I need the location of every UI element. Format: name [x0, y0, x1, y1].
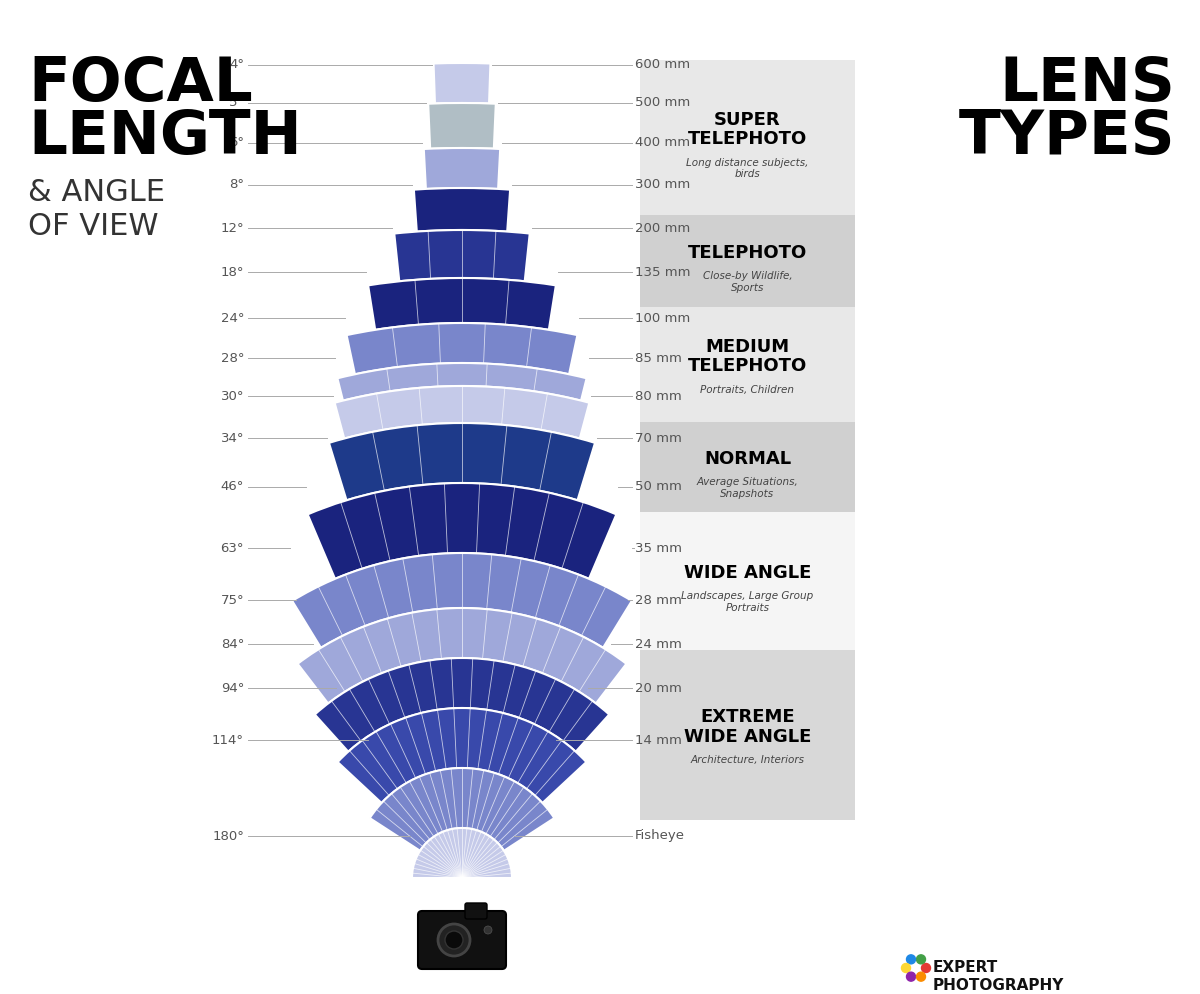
Bar	[640, 215, 854, 307]
Text: 24 mm: 24 mm	[635, 637, 682, 650]
Wedge shape	[307, 483, 617, 579]
Circle shape	[484, 926, 492, 934]
Text: 14 mm: 14 mm	[635, 734, 682, 746]
Text: SUPER
TELEPHOTO: SUPER TELEPHOTO	[688, 110, 808, 148]
Text: 600 mm: 600 mm	[635, 59, 690, 72]
Wedge shape	[292, 553, 632, 648]
Circle shape	[906, 972, 916, 981]
Text: Architecture, Interiors: Architecture, Interiors	[690, 755, 804, 765]
Text: LENGTH: LENGTH	[28, 108, 301, 167]
FancyBboxPatch shape	[466, 903, 487, 919]
Wedge shape	[298, 608, 626, 704]
Circle shape	[906, 955, 916, 964]
Wedge shape	[337, 708, 587, 803]
Text: 100 mm: 100 mm	[635, 311, 690, 324]
Wedge shape	[433, 63, 491, 103]
Text: 34°: 34°	[221, 431, 244, 444]
Text: 30°: 30°	[221, 390, 244, 403]
Text: 5°: 5°	[229, 96, 244, 109]
Text: TELEPHOTO: TELEPHOTO	[688, 244, 808, 262]
Wedge shape	[395, 230, 529, 281]
Text: 400 mm: 400 mm	[635, 136, 690, 149]
Text: Average Situations,
Snapshots: Average Situations, Snapshots	[697, 477, 798, 499]
Text: 180°: 180°	[212, 830, 244, 843]
Text: 4°: 4°	[229, 59, 244, 72]
Wedge shape	[347, 323, 577, 375]
Bar	[640, 422, 854, 512]
Text: EXPERT: EXPERT	[934, 960, 998, 975]
Text: 63°: 63°	[221, 542, 244, 555]
Text: 6°: 6°	[229, 136, 244, 149]
Wedge shape	[414, 188, 510, 232]
Wedge shape	[428, 103, 496, 149]
Text: TYPES: TYPES	[959, 108, 1175, 167]
Text: 18°: 18°	[221, 265, 244, 278]
Wedge shape	[368, 278, 556, 330]
Text: 20 mm: 20 mm	[635, 682, 682, 695]
Text: 84°: 84°	[221, 637, 244, 650]
Text: 75°: 75°	[221, 593, 244, 606]
Text: 28 mm: 28 mm	[635, 593, 682, 606]
Text: 12°: 12°	[221, 222, 244, 235]
Text: 24°: 24°	[221, 311, 244, 324]
Text: PHOTOGRAPHY: PHOTOGRAPHY	[934, 978, 1064, 993]
Bar	[640, 512, 854, 650]
Text: 80 mm: 80 mm	[635, 390, 682, 403]
Text: 35 mm: 35 mm	[635, 542, 682, 555]
Text: 46°: 46°	[221, 480, 244, 493]
Text: NORMAL: NORMAL	[704, 450, 791, 468]
Text: 8°: 8°	[229, 179, 244, 192]
Text: 200 mm: 200 mm	[635, 222, 690, 235]
Text: LENS: LENS	[1000, 55, 1175, 114]
Text: 135 mm: 135 mm	[635, 265, 690, 278]
Text: 50 mm: 50 mm	[635, 480, 682, 493]
Circle shape	[917, 972, 925, 981]
Bar	[640, 307, 854, 422]
Circle shape	[917, 955, 925, 964]
Text: OF VIEW: OF VIEW	[28, 212, 158, 241]
Wedge shape	[329, 423, 595, 500]
Text: Long distance subjects,
birds: Long distance subjects, birds	[686, 157, 809, 179]
Text: Portraits, Children: Portraits, Children	[701, 385, 794, 395]
Bar	[640, 60, 854, 215]
Wedge shape	[424, 148, 500, 189]
Text: 500 mm: 500 mm	[635, 96, 690, 109]
Text: EXTREME
WIDE ANGLE: EXTREME WIDE ANGLE	[684, 709, 811, 746]
Wedge shape	[337, 363, 587, 401]
Text: Fisheye: Fisheye	[635, 830, 685, 843]
Wedge shape	[412, 828, 512, 878]
Circle shape	[922, 963, 930, 972]
Bar	[640, 650, 854, 820]
Text: Landscapes, Large Group
Portraits: Landscapes, Large Group Portraits	[682, 591, 814, 612]
Text: 28°: 28°	[221, 352, 244, 365]
Text: 85 mm: 85 mm	[635, 352, 682, 365]
Text: 114°: 114°	[212, 734, 244, 746]
Text: Close-by Wildlife,
Sports: Close-by Wildlife, Sports	[703, 271, 792, 292]
Text: 94°: 94°	[221, 682, 244, 695]
Text: 70 mm: 70 mm	[635, 431, 682, 444]
FancyBboxPatch shape	[418, 911, 506, 969]
Text: & ANGLE: & ANGLE	[28, 178, 166, 207]
Circle shape	[445, 931, 463, 949]
Text: MEDIUM
TELEPHOTO: MEDIUM TELEPHOTO	[688, 338, 808, 375]
Text: FOCAL: FOCAL	[28, 55, 253, 114]
Circle shape	[901, 963, 911, 972]
Text: WIDE ANGLE: WIDE ANGLE	[684, 564, 811, 582]
Circle shape	[438, 924, 470, 956]
Wedge shape	[335, 386, 589, 438]
Wedge shape	[314, 658, 610, 751]
Text: 300 mm: 300 mm	[635, 179, 690, 192]
Wedge shape	[370, 768, 554, 851]
